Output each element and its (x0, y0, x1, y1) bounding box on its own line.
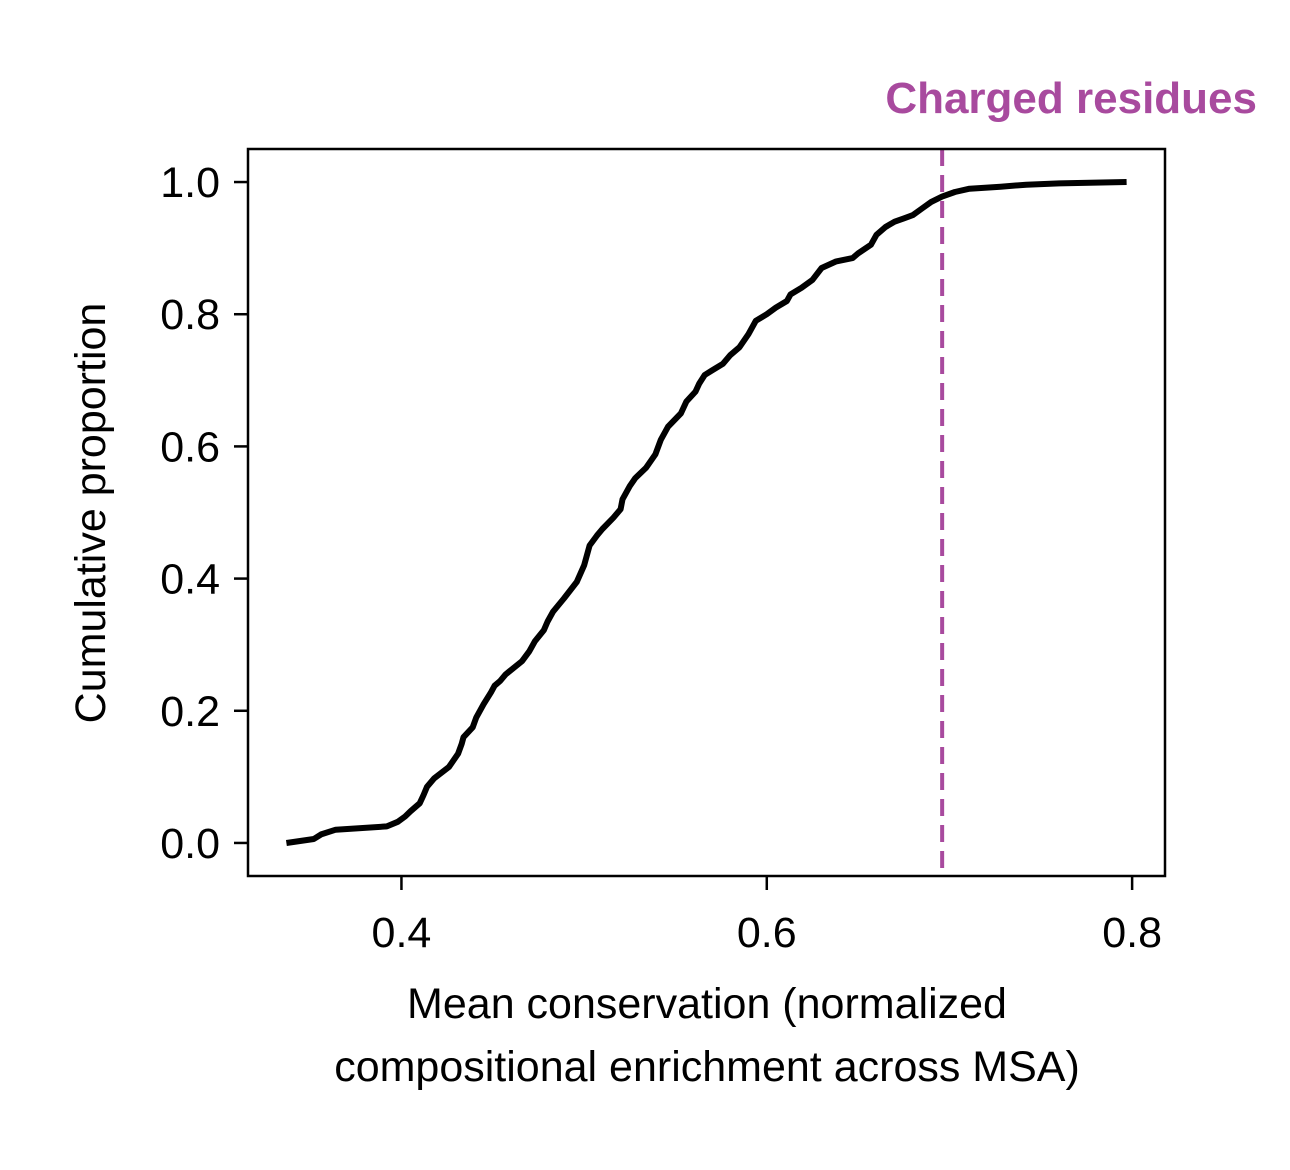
x-axis-label-line-2: compositional enrichment across MSA) (334, 1043, 1080, 1091)
y-tick-label: 0.8 (160, 291, 220, 339)
y-tick-label: 0.6 (160, 423, 220, 471)
y-axis-label: Cumulative proportion (67, 303, 115, 724)
y-tick-label: 0.4 (160, 556, 220, 604)
plot-frame (246, 147, 1167, 878)
y-axis: 0.0 0.2 0.4 0.6 0.8 1.0 (160, 159, 248, 868)
cdf-series-line (285, 179, 1127, 846)
x-axis-label-line-1: Mean conservation (normalized (407, 980, 1007, 1028)
x-tick-label: 0.8 (1102, 909, 1162, 957)
y-tick-label: 0.2 (160, 688, 220, 736)
y-tick-label: 0.0 (160, 820, 220, 868)
plot-marks (285, 149, 1127, 876)
x-tick-label: 0.4 (372, 909, 432, 957)
y-tick-label: 1.0 (160, 159, 220, 207)
annotation-label: Charged residues (885, 74, 1257, 123)
x-axis: 0.4 0.6 0.8 (372, 876, 1162, 957)
x-tick-label: 0.6 (737, 909, 797, 957)
